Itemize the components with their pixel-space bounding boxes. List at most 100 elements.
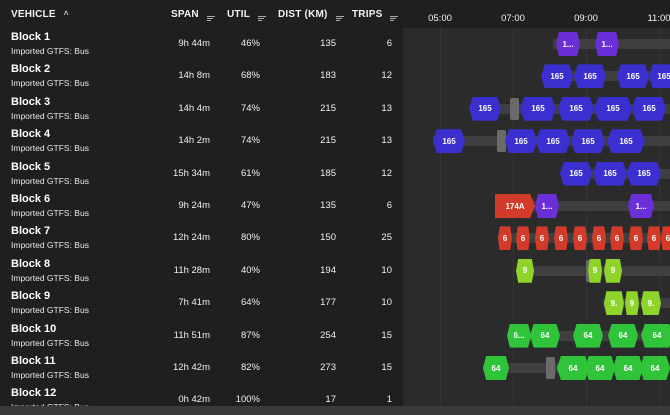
column-header-vehicle[interactable]: VEHICLE ˄ (11, 9, 69, 20)
span-value: 9h 44m (178, 38, 210, 49)
block-name: Block 11 (11, 355, 56, 367)
trip-block[interactable]: 6 (573, 226, 587, 251)
trip-block[interactable]: 6 (661, 226, 670, 251)
trip-block[interactable]: 165 (560, 161, 592, 186)
trip-block[interactable]: 1... (595, 32, 619, 56)
span-value: 12h 24m (173, 232, 210, 244)
trip-block[interactable]: 165 (558, 96, 594, 121)
trip-block[interactable]: 165 (469, 96, 501, 121)
trip-block[interactable]: 64 (613, 356, 643, 380)
trip-block[interactable]: 6 (610, 226, 624, 251)
trip-block[interactable]: 165 (593, 161, 627, 186)
span-value: 11h 28m (173, 264, 210, 276)
trip-block[interactable]: 6 (535, 226, 549, 251)
column-header-trips[interactable]: TRIPS (352, 9, 399, 21)
trip-block[interactable]: 165 (649, 64, 670, 89)
block-track-bar (543, 71, 670, 82)
trip-block[interactable]: 165 (520, 96, 556, 121)
column-label: VEHICLE (11, 9, 56, 20)
trip-block[interactable]: 6 (647, 226, 661, 251)
trip-block[interactable]: 9 (588, 258, 602, 283)
trip-block[interactable]: 64 (483, 356, 509, 380)
column-header-span[interactable]: SPAN (171, 9, 215, 21)
trip-block[interactable]: 64 (573, 323, 603, 348)
table-row[interactable]: Block 7 Imported GTFS: Bus 12h 24m 80% 150 25 (0, 222, 403, 254)
table-row[interactable]: Block 2 Imported GTFS: Bus 14h 8m 68% 183 12 (0, 60, 403, 92)
trip-block[interactable]: 6 (554, 226, 568, 251)
column-header-dist[interactable]: DIST (KM) (278, 9, 344, 21)
trip-block[interactable]: 9. (641, 291, 661, 316)
trip-block[interactable]: 1... (628, 194, 654, 218)
sort-asc-icon[interactable]: ˄ (63, 9, 69, 18)
table-row[interactable]: Block 8 Imported GTFS: Bus 11h 28m 40% 194 10 (0, 255, 403, 287)
trip-block[interactable]: 1... (535, 194, 559, 218)
trip-block[interactable]: 64 (608, 323, 638, 348)
trip-block[interactable]: 6 (516, 226, 530, 251)
trip-block[interactable]: 165 (505, 129, 537, 154)
table-row[interactable]: Block 9 Imported GTFS: Bus 7h 41m 64% 177 10 (0, 287, 403, 319)
block-name: Block 8 (11, 257, 51, 270)
table-row[interactable]: Block 5 Imported GTFS: Bus 15h 34m 61% 185 12 (0, 158, 403, 190)
trips-value: 13 (381, 102, 392, 114)
trip-block[interactable]: 64 (640, 356, 670, 380)
layover-handle[interactable] (546, 357, 555, 379)
trip-block[interactable]: 64 (641, 323, 670, 348)
span-value: 9h 24m (178, 200, 210, 211)
column-header-util[interactable]: UTIL (227, 9, 266, 21)
trip-block[interactable]: 165 (571, 129, 605, 154)
grid-line (586, 28, 587, 415)
table-row[interactable]: Block 4 Imported GTFS: Bus 14h 2m 74% 215 13 (0, 125, 403, 157)
dist-value: 17 (325, 394, 336, 406)
trips-value: 10 (381, 297, 392, 309)
table-row[interactable]: Block 10 Imported GTFS: Bus 11h 51m 87% 254 1… (0, 320, 403, 352)
trips-value: 12 (381, 70, 392, 82)
trips-value: 10 (381, 264, 392, 276)
grid-line (659, 28, 660, 415)
trip-block[interactable]: 165 (541, 64, 573, 89)
dist-value: 135 (320, 200, 336, 211)
trip-block[interactable]: 9 (604, 258, 622, 283)
trip-block[interactable]: 165 (627, 161, 661, 186)
blocks-table: VEHICLE ˄ SPAN UTIL DIST (KM) TRIPS Bloc… (0, 9, 403, 413)
trip-block[interactable]: 64 (585, 356, 615, 380)
trip-block[interactable]: 6 (629, 226, 643, 251)
table-row[interactable]: Block 6 Imported GTFS: Bus 9h 24m 47% 135 6 (0, 190, 403, 222)
span-value: 15h 34m (173, 167, 210, 179)
trip-block[interactable]: 165 (536, 129, 570, 154)
util-value: 80% (240, 232, 260, 244)
util-value: 46% (240, 38, 260, 49)
trip-block[interactable]: 174A (495, 194, 535, 218)
trip-block[interactable]: 64 (557, 356, 589, 380)
trip-block[interactable]: 9 (516, 258, 534, 283)
trip-block[interactable]: 165 (574, 64, 606, 89)
trips-value: 12 (381, 167, 392, 179)
layover-handle[interactable] (497, 130, 506, 153)
trip-block[interactable]: 165 (607, 129, 645, 154)
trip-block[interactable]: 165 (433, 129, 465, 154)
table-row[interactable]: Block 1 Imported GTFS: Bus 9h 44m 46% 135 6 (0, 28, 403, 60)
grid-line (513, 28, 514, 415)
timeline-gantt[interactable]: 05:00 07:00 09:00 11:00 1... 1... 165 165 16… (403, 0, 670, 415)
util-value: 100% (235, 394, 260, 406)
trip-block[interactable]: 9 (625, 291, 639, 316)
table-row[interactable]: Block 11 Imported GTFS: Bus 12h 42m 82% 273 1… (0, 352, 403, 384)
table-row[interactable]: Block 3 Imported GTFS: Bus 14h 4m 74% 215 13 (0, 93, 403, 125)
block-name: Block 1 (11, 31, 51, 43)
timeline-header: 05:00 07:00 09:00 11:00 (403, 0, 670, 28)
trip-block[interactable]: 1... (556, 32, 580, 56)
trip-block[interactable]: 9. (604, 291, 624, 316)
trip-block[interactable]: 165 (594, 96, 632, 121)
trip-block[interactable]: 165 (617, 64, 649, 89)
span-value: 14h 2m (178, 135, 210, 147)
util-value: 68% (240, 70, 260, 82)
trip-block[interactable]: 6 (592, 226, 606, 251)
trip-block[interactable]: 165 (632, 96, 666, 121)
time-tick: 09:00 (574, 13, 598, 24)
trip-block[interactable]: 6... (507, 323, 531, 348)
trip-block[interactable]: 6 (498, 226, 512, 251)
block-track-bar (498, 201, 670, 211)
trip-block[interactable]: 64 (530, 323, 560, 348)
layover-handle[interactable] (510, 97, 519, 120)
horizontal-scrollbar[interactable] (0, 406, 670, 415)
dist-value: 215 (320, 135, 336, 147)
